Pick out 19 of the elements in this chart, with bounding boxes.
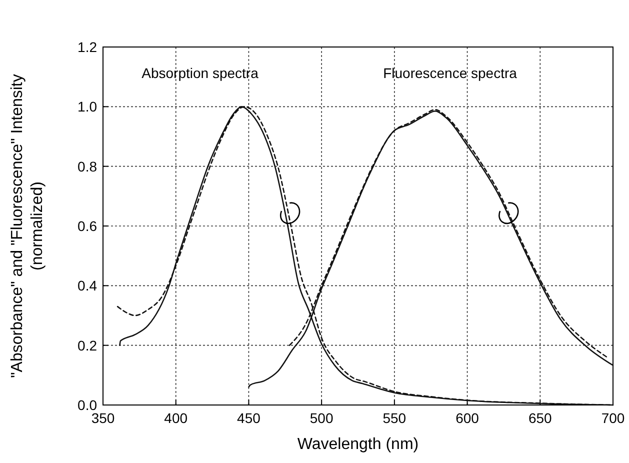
x-tick-label: 600	[456, 410, 480, 426]
y-tick-label: 1.2	[78, 39, 98, 55]
annotation: Fluorescence spectra	[383, 65, 518, 81]
y-axis-title: "Absorbance" and "Fluorescence" Intensity (normalized)	[9, 74, 46, 378]
x-tick-label: 650	[528, 410, 552, 426]
y-tick-label: 0.8	[78, 158, 98, 174]
x-tick-label: 400	[164, 410, 188, 426]
y-tick-label: 0.6	[78, 218, 98, 234]
x-axis-title: Wavelength (nm)	[297, 436, 419, 453]
y-tick-label: 0.0	[78, 397, 98, 413]
x-tick-label: 350	[91, 410, 115, 426]
annotation: Absorption spectra	[142, 65, 259, 81]
y-tick-label: 0.4	[78, 278, 98, 294]
x-tick-label: 450	[237, 410, 261, 426]
x-tick-label: 500	[310, 410, 334, 426]
y-tick-label: 1.0	[78, 98, 98, 115]
y-tick-label: 0.2	[78, 337, 98, 354]
x-tick-label: 700	[601, 410, 625, 426]
x-tick-label: 550	[382, 410, 406, 426]
